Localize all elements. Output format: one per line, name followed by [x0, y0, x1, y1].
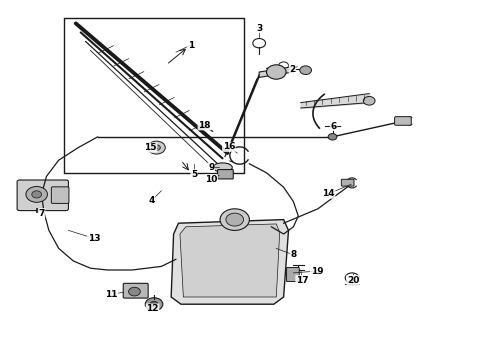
- Text: 9: 9: [207, 163, 214, 172]
- Circle shape: [363, 96, 374, 105]
- Text: 6: 6: [330, 122, 336, 131]
- FancyBboxPatch shape: [123, 283, 148, 298]
- Circle shape: [225, 213, 243, 226]
- Polygon shape: [259, 67, 293, 77]
- Text: 17: 17: [295, 276, 308, 284]
- Circle shape: [26, 186, 47, 202]
- Text: 15: 15: [144, 143, 157, 152]
- Circle shape: [299, 66, 311, 75]
- Text: 10: 10: [204, 175, 217, 184]
- Text: 7: 7: [38, 209, 45, 217]
- Circle shape: [266, 65, 285, 79]
- Circle shape: [152, 145, 160, 150]
- Text: 3: 3: [256, 24, 262, 33]
- Text: 19: 19: [310, 266, 323, 276]
- Circle shape: [150, 301, 158, 307]
- FancyBboxPatch shape: [51, 187, 69, 203]
- Polygon shape: [171, 220, 288, 304]
- Text: 1: 1: [187, 41, 193, 50]
- Circle shape: [327, 134, 336, 140]
- Text: 14: 14: [322, 189, 334, 198]
- FancyBboxPatch shape: [17, 180, 68, 211]
- Text: 20: 20: [346, 276, 359, 284]
- Text: 8: 8: [290, 251, 296, 259]
- Circle shape: [147, 141, 165, 154]
- Circle shape: [128, 287, 140, 296]
- Text: 2: 2: [289, 65, 295, 74]
- Circle shape: [220, 209, 249, 230]
- FancyBboxPatch shape: [217, 170, 233, 179]
- Circle shape: [32, 191, 41, 198]
- Text: 13: 13: [87, 234, 100, 243]
- FancyBboxPatch shape: [394, 117, 410, 125]
- Circle shape: [145, 298, 163, 311]
- FancyBboxPatch shape: [341, 179, 353, 186]
- Text: 18: 18: [198, 121, 210, 130]
- Text: 11: 11: [105, 289, 118, 299]
- Ellipse shape: [212, 163, 232, 172]
- Text: 5: 5: [191, 170, 197, 179]
- FancyBboxPatch shape: [286, 267, 299, 282]
- Text: 16: 16: [222, 143, 235, 152]
- Text: 12: 12: [146, 304, 159, 313]
- Text: 4: 4: [148, 196, 155, 205]
- Polygon shape: [180, 224, 279, 297]
